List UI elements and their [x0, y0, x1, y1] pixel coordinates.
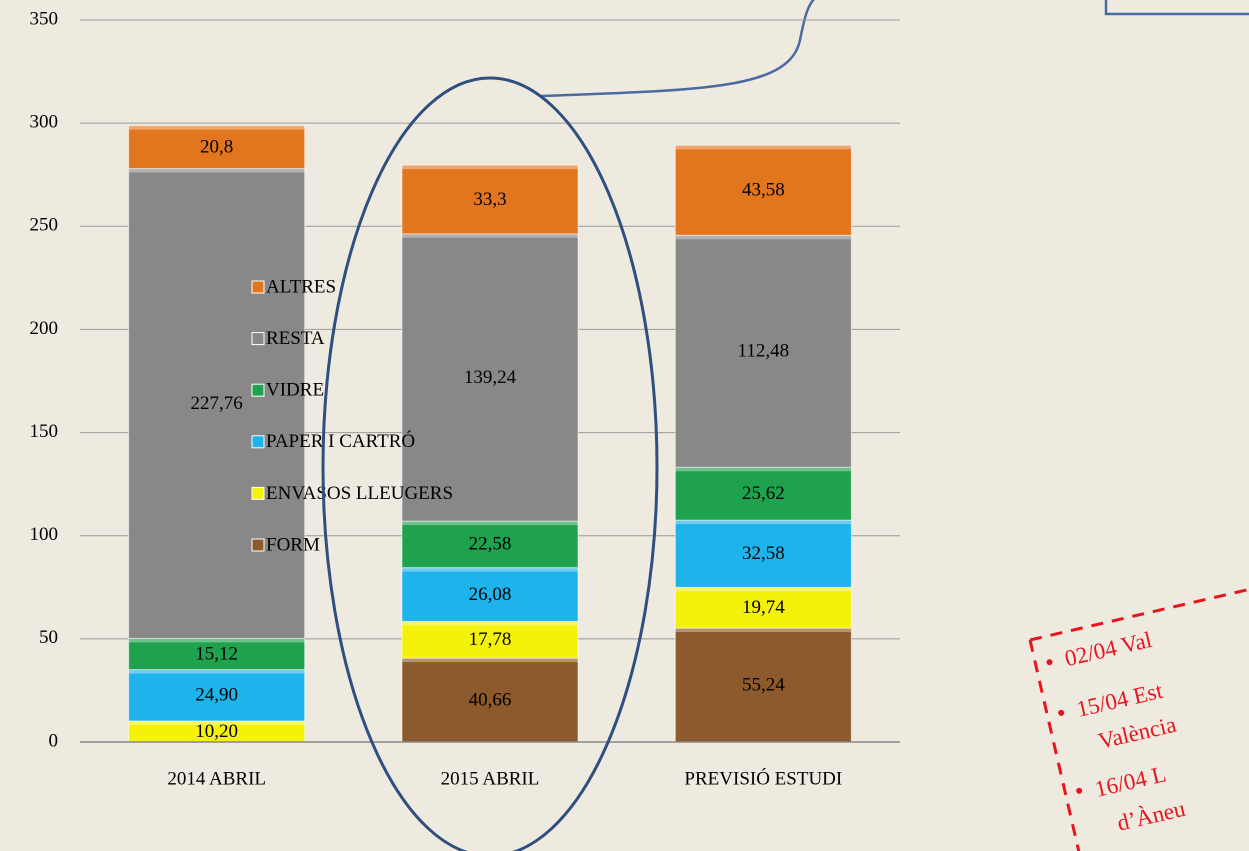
data-label: 24,90 — [195, 685, 238, 706]
y-tick-label: 0 — [49, 730, 59, 751]
data-label: 22,58 — [469, 534, 512, 555]
x-tick-label: PREVISIÓ ESTUDI — [684, 767, 842, 789]
bar-bevel — [128, 168, 305, 173]
x-tick-label: 2015 ABRIL — [441, 768, 540, 789]
bar-segment — [674, 144, 852, 236]
data-label: 33,3 — [473, 189, 506, 210]
legend-swatch — [251, 383, 265, 397]
y-tick-label: 150 — [30, 421, 59, 442]
data-label: 17,78 — [469, 629, 512, 650]
bar-bevel — [402, 165, 578, 170]
bar-bevel — [402, 567, 578, 572]
bar-segment — [401, 520, 579, 569]
data-label: 112,48 — [738, 341, 790, 362]
bar-segment — [401, 164, 579, 235]
bullet — [1058, 709, 1065, 716]
note-border — [1028, 584, 1249, 851]
legend-label: ENVASOS LLEUGERS — [266, 483, 453, 504]
legend-label: RESTA — [266, 328, 325, 349]
bar-segment — [674, 466, 852, 521]
bar-segment — [674, 586, 852, 629]
data-label: 40,66 — [469, 689, 512, 710]
callout-box — [1104, 0, 1249, 16]
y-tick-label: 100 — [30, 524, 59, 545]
data-label: 10,20 — [195, 721, 238, 742]
bar-bevel — [128, 669, 305, 674]
legend-label: FORM — [266, 534, 320, 555]
data-label: 15,12 — [195, 643, 238, 664]
highlight-ellipse — [321, 76, 659, 851]
bar-bevel — [402, 233, 578, 238]
bullet — [1046, 659, 1053, 666]
y-tick-label: 300 — [30, 112, 59, 133]
note-text: 16/04 L — [1093, 761, 1169, 802]
data-label: 43,58 — [742, 180, 785, 201]
legend-swatch — [251, 538, 265, 552]
legend-swatch — [251, 332, 265, 346]
note-text: 15/04 Est — [1074, 678, 1166, 722]
legend-swatch — [251, 486, 265, 500]
bar-segment — [128, 637, 306, 671]
y-tick-label: 200 — [30, 318, 59, 339]
bar-segment — [401, 567, 579, 622]
note-text: d’Àneu — [1115, 796, 1188, 836]
data-label: 20,8 — [200, 136, 233, 157]
legend-label: PAPER I CARTRÓ — [266, 430, 415, 452]
note-text: 02/04 Val — [1062, 627, 1154, 671]
bullet — [1076, 787, 1083, 794]
data-label: 32,58 — [742, 543, 785, 564]
y-tick-label: 350 — [30, 8, 59, 29]
bar-segment — [401, 657, 579, 743]
bar-bevel — [675, 520, 852, 525]
bar-segment — [128, 125, 306, 170]
data-label: 139,24 — [464, 367, 517, 388]
note-text: València — [1096, 712, 1179, 754]
bar-segment — [674, 627, 852, 743]
callout-line — [539, 0, 815, 98]
legend-swatch — [251, 435, 265, 449]
y-tick-label: 250 — [30, 215, 59, 236]
bar-bevel — [675, 587, 852, 592]
bar-bevel — [402, 521, 578, 526]
bar-bevel — [675, 145, 852, 150]
legend-label: VIDRE — [266, 380, 324, 401]
bar-bevel — [128, 125, 305, 130]
bar-bevel — [402, 621, 578, 626]
bar-segment — [128, 669, 306, 722]
bar-bevel — [675, 467, 852, 472]
bar-bevel — [402, 658, 578, 663]
data-label: 55,24 — [742, 674, 785, 695]
data-label: 25,62 — [742, 483, 785, 504]
bar-bevel — [675, 628, 852, 633]
data-label: 26,08 — [469, 584, 512, 605]
bar-bevel — [675, 235, 852, 240]
legend-swatch — [251, 280, 265, 294]
data-label: 227,76 — [191, 393, 243, 414]
x-tick-label: 2014 ABRIL — [167, 768, 266, 789]
y-tick-label: 50 — [39, 627, 58, 648]
data-label: 19,74 — [742, 597, 785, 618]
bar-segment — [401, 233, 579, 522]
bar-segment — [128, 168, 306, 639]
bar-segment — [674, 234, 852, 468]
bar-bevel — [128, 638, 305, 643]
legend-label: ALTRES — [266, 276, 336, 297]
bar-bevel — [128, 720, 305, 725]
